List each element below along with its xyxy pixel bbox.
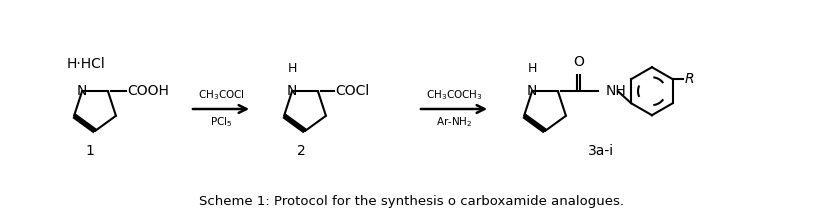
- Text: CH$_3$COCl: CH$_3$COCl: [198, 88, 245, 102]
- Text: R: R: [685, 72, 695, 86]
- Text: NH: NH: [606, 84, 627, 98]
- Text: 2: 2: [297, 144, 306, 158]
- Text: COOH: COOH: [127, 84, 169, 98]
- Text: COCl: COCl: [335, 84, 369, 98]
- Text: CH$_3$COCH$_3$: CH$_3$COCH$_3$: [426, 88, 482, 102]
- Text: N: N: [287, 84, 297, 98]
- Text: O: O: [573, 55, 584, 69]
- Text: Scheme 1: Protocol for the synthesis o carboxamide analogues.: Scheme 1: Protocol for the synthesis o c…: [199, 196, 625, 208]
- Text: 3a-i: 3a-i: [588, 144, 614, 158]
- Text: H: H: [527, 62, 536, 75]
- Text: N: N: [527, 84, 537, 98]
- Text: H·HCl: H·HCl: [67, 57, 105, 71]
- Text: PCl$_5$: PCl$_5$: [210, 115, 232, 129]
- Text: H: H: [288, 62, 297, 75]
- Text: 1: 1: [86, 144, 95, 158]
- Text: Ar-NH$_2$: Ar-NH$_2$: [436, 115, 472, 129]
- Text: N: N: [77, 84, 87, 98]
